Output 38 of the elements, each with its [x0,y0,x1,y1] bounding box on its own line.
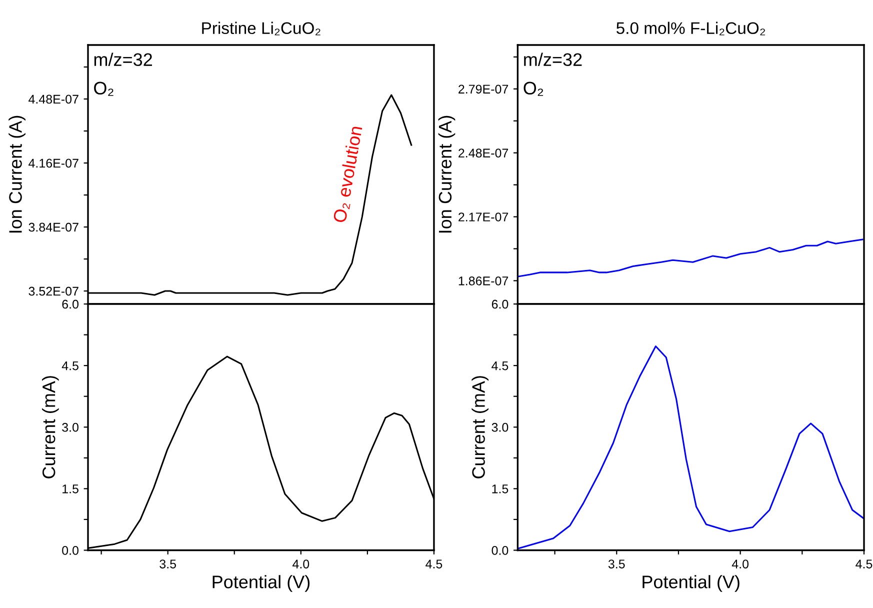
y-tick-label: 2.17E-07 [458,212,508,222]
x-tick-label: 4.0 [292,560,310,568]
y-tick-label: 2.48E-07 [458,148,508,158]
y-tick-label: 1.86E-07 [458,276,508,286]
y-tick-label: 0.0 [62,546,78,555]
annotation: O₂ [94,82,114,96]
y-tick-label: 4.5 [62,361,78,370]
annotation: m/z=32 [94,52,152,66]
annotation: O₂ evolution [332,126,364,224]
x-axis-title: Potential (V) [642,575,740,592]
x-axis-title: Potential (V) [212,575,310,592]
chart-title: Pristine Li₂CuO₂ [202,22,320,36]
x-tick-label: 4.0 [732,560,749,568]
y-axis-title: Current (mA) [42,376,59,478]
y-tick-label: 6.0 [492,300,508,309]
y-axis-title: Ion Current (A) [438,116,456,233]
y-axis-title: Current (mA) [472,376,488,478]
y-tick-label: 4.48E-07 [28,94,78,104]
x-tick-label: 4.5 [856,560,872,568]
x-tick-label: 4.5 [426,560,442,568]
annotation: O₂ [524,82,544,96]
y-tick-label: 6.0 [62,300,78,309]
y-tick-label: 4.16E-07 [28,158,78,168]
y-tick-label: 3.52E-07 [28,286,78,296]
x-tick-label: 3.5 [160,560,176,568]
x-tick-label: 3.5 [608,560,625,568]
y-tick-label: 0.0 [492,546,508,555]
y-tick-label: 3.0 [62,422,78,432]
y-tick-label: 3.84E-07 [28,222,78,232]
y-tick-label: 4.5 [492,361,508,370]
y-axis-title: Ion Current (A) [8,116,26,233]
line-series [518,238,864,278]
annotation: m/z=32 [524,52,582,66]
y-tick-label: 1.5 [62,484,78,494]
y-tick-label: 1.5 [492,484,508,494]
chart-title: 5.0 mol% F-Li₂CuO₂ [616,22,766,36]
y-tick-label: 3.0 [492,422,508,432]
y-tick-label: 2.79E-07 [458,84,508,94]
